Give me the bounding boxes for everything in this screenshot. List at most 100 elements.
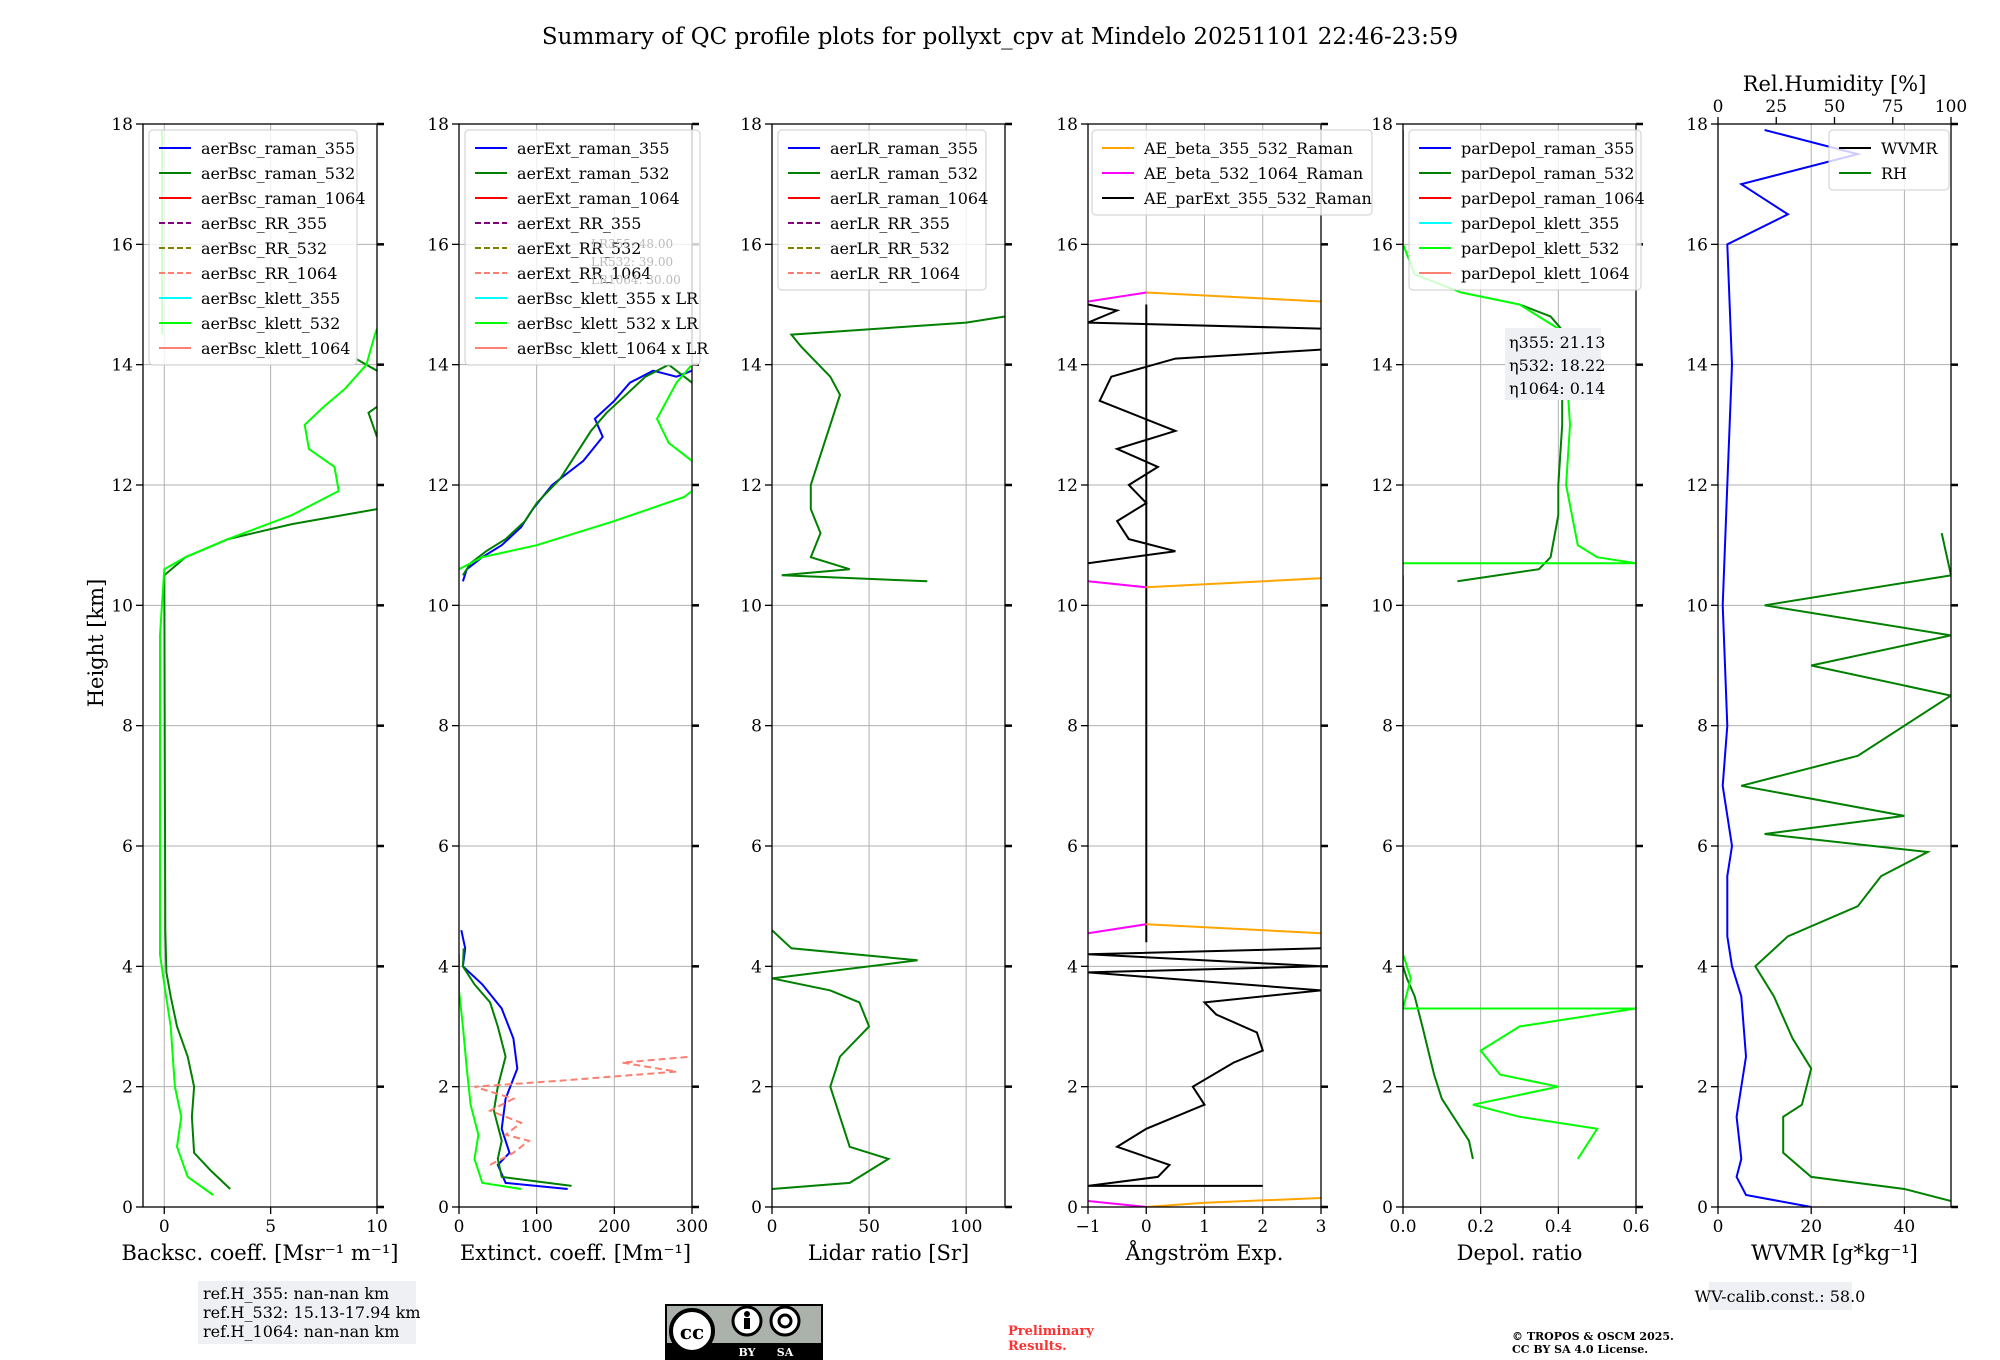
- legend-box: [1828, 129, 1950, 191]
- x-tick-label: 0: [767, 1217, 778, 1237]
- eta-annotation-box: [1505, 328, 1601, 400]
- series-aerlr-raman-532-up: [781, 315, 1005, 583]
- x-tick-label: 0: [1141, 1217, 1152, 1237]
- legend-label: aerExt_RR_1064: [517, 264, 652, 283]
- y-tick-label: 2: [1697, 1078, 1708, 1098]
- legend-label: aerExt_RR_532: [517, 239, 641, 258]
- series-ae-beta-355-532-raman-top: [1146, 291, 1321, 303]
- y-tick-label: 10: [1686, 596, 1708, 616]
- axes-frame: [142, 123, 378, 1208]
- series-ae-beta-532-1064-raman-low: [1088, 1200, 1147, 1207]
- y-tick-label: 4: [122, 957, 133, 977]
- wv-calib-box: [1709, 1282, 1852, 1310]
- x-axis-label: Ångström Exp.: [1125, 1240, 1284, 1265]
- legend-label: aerBsc_RR_532: [201, 239, 327, 258]
- legend: aerLR_raman_355 aerLR_raman_532 aerLR_rama…: [777, 129, 988, 291]
- top-x-tick-label: 25: [1765, 97, 1787, 117]
- x-tick-label: −1: [1075, 1217, 1100, 1237]
- y-tick-label: 16: [1686, 235, 1708, 255]
- x-tick-label: 300: [676, 1217, 708, 1237]
- series-aerext-raman-532: [461, 948, 572, 1187]
- y-tick-label: 2: [1067, 1078, 1078, 1098]
- series-ae-beta-355-532-raman-low: [1146, 1197, 1321, 1207]
- series-aerext-raman-355: [460, 929, 568, 1190]
- x-axis-label: Lidar ratio [Sr]: [808, 1241, 969, 1265]
- x-tick-label: 50: [858, 1217, 880, 1237]
- series-aerext-raman-355-up: [461, 369, 692, 582]
- y-tick-label: 12: [1371, 476, 1393, 496]
- legend-label: AE_beta_355_532_Raman: [1143, 139, 1353, 158]
- x-tick-label: 2: [1257, 1217, 1268, 1237]
- series-aerbsc-klett-532-x-lr: [459, 954, 522, 1190]
- y-tick-label: 4: [1382, 957, 1393, 977]
- series-aerbsc-klett-532: [159, 328, 377, 1196]
- y-tick-label: 0: [1697, 1198, 1708, 1218]
- y-tick-label: 0: [122, 1198, 133, 1218]
- legend-label: aerLR_RR_532: [830, 239, 950, 258]
- legend-label: aerLR_raman_532: [830, 164, 978, 183]
- legend-box: [777, 129, 987, 291]
- series-wvmr: [1721, 129, 1862, 1207]
- y-tick-label: 12: [111, 476, 133, 496]
- axes-frame: [1717, 123, 1952, 1208]
- y-tick-label: 18: [1686, 115, 1708, 135]
- series-ae-beta-355-532-raman-mid: [1146, 923, 1321, 935]
- y-tick-label: 12: [427, 476, 449, 496]
- y-tick-label: 6: [438, 837, 449, 857]
- y-tick-label: 4: [751, 957, 762, 977]
- y-tick-label: 16: [111, 235, 133, 255]
- legend-box: [464, 129, 701, 366]
- x-axis-label: Extinct. coeff. [Mm⁻¹]: [460, 1241, 691, 1265]
- y-tick-label: 14: [1686, 356, 1708, 376]
- legend-box: [1091, 129, 1373, 216]
- x-axis-label: Backsc. coeff. [Msr⁻¹ m⁻¹]: [122, 1241, 399, 1265]
- x-tick-label: 5: [265, 1217, 276, 1237]
- legend-label: aerLR_RR_1064: [830, 264, 960, 283]
- x-tick-label: 40: [1894, 1217, 1916, 1237]
- cc-by-sa-badge: cc BY SA: [665, 1304, 823, 1360]
- x-tick-label: 0.6: [1622, 1217, 1649, 1237]
- series-group: [1721, 129, 1951, 1207]
- series-ae-parext-355-532-raman-up: [1088, 348, 1321, 565]
- y-tick-label: 4: [1697, 957, 1708, 977]
- x-tick-label: 100: [520, 1217, 552, 1237]
- preliminary-line-1: Preliminary: [1008, 1324, 1094, 1339]
- lidar-ratio-annotation: LR1064: 30.00: [591, 273, 681, 287]
- legend-label: aerExt_raman_1064: [517, 189, 680, 208]
- top-x-tick-label: 100: [1935, 97, 1967, 117]
- series-aerext-rr-1064: [474, 1055, 692, 1166]
- series-pardepol-klett-532-low: [1403, 575, 1636, 1160]
- y-tick-label: 16: [1056, 235, 1078, 255]
- x-tick-label: 0.0: [1389, 1217, 1416, 1237]
- legend-label: parDepol_klett_355: [1461, 214, 1619, 233]
- legend: WVMR RH: [1828, 129, 1950, 191]
- y-tick-label: 14: [1371, 356, 1393, 376]
- legend-label: AE_beta_532_1064_Raman: [1143, 164, 1363, 183]
- lidar-ratio-annotation: LR355: 48.00: [591, 237, 673, 251]
- legend-label: aerBsc_raman_355: [201, 139, 355, 158]
- legend-label: aerLR_raman_355: [830, 139, 978, 158]
- series-ae-parext-top: [1088, 303, 1321, 330]
- y-tick-label: 14: [1056, 356, 1078, 376]
- top-axis-label: Rel.Humidity [%]: [1743, 72, 1927, 96]
- legend-label: RH: [1881, 164, 1907, 183]
- legend-box: [148, 129, 358, 366]
- y-tick-label: 0: [438, 1198, 449, 1218]
- series-aerlr-raman-532-low: [772, 929, 918, 1190]
- eta-annotation: η1064: 0.14: [1509, 379, 1605, 398]
- legend-label: parDepol_klett_1064: [1461, 264, 1630, 283]
- legend-label: parDepol_klett_532: [1461, 239, 1619, 258]
- series-ae-beta-532-1064-raman-mid: [1088, 923, 1147, 935]
- series-ae-parext-355-532-raman-low: [1088, 947, 1321, 1187]
- axes-frame: [1402, 123, 1637, 1208]
- svg-text:BY: BY: [739, 1346, 756, 1359]
- panel-3: 0 2 4 6 8 10 12 14 16 18 0 50 100 Lidar ratio [Sr] aer…: [740, 115, 1012, 1265]
- copyright-line-2: CC BY SA 4.0 License.: [1512, 1343, 1648, 1356]
- legend-label: aerExt_raman_355: [517, 139, 670, 158]
- y-tick-label: 6: [122, 837, 133, 857]
- y-tick-label: 0: [1067, 1198, 1078, 1218]
- series-pardepol-raman-532-low: [1403, 965, 1474, 1160]
